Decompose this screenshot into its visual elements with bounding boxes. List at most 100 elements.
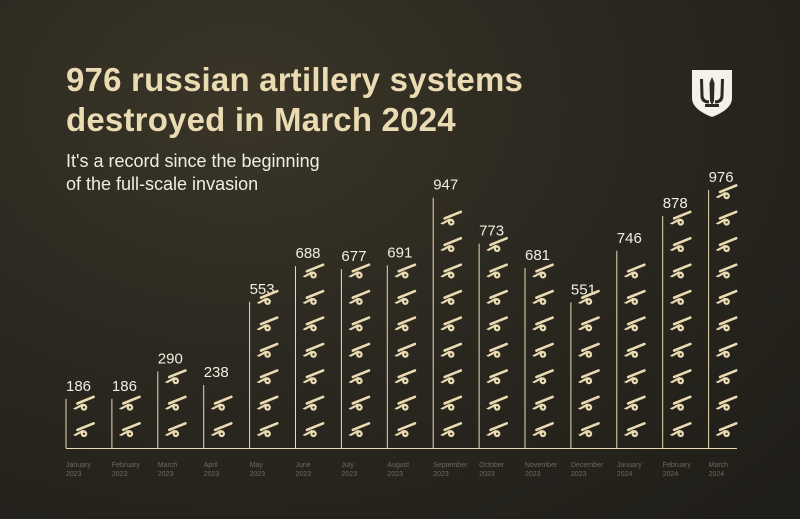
- howitzer-icon: [715, 342, 738, 358]
- howitzer-icon: [440, 421, 463, 438]
- howitzer-icon: [118, 395, 142, 411]
- howitzer-icon: [440, 236, 463, 253]
- month-tick-label: January: [617, 462, 642, 469]
- howitzer-icon: [486, 368, 509, 385]
- year-tick-label: 2023: [158, 471, 174, 478]
- howitzer-icon: [669, 342, 692, 358]
- month-tick-label: May: [250, 462, 264, 469]
- year-tick-label: 2023: [296, 471, 312, 478]
- howitzer-icon: [210, 421, 233, 438]
- howitzer-icon: [302, 368, 325, 385]
- year-tick-label: 2023: [479, 471, 495, 478]
- howitzer-icon: [669, 315, 692, 332]
- year-tick-label: 2024: [617, 471, 633, 478]
- value-label: 746: [617, 230, 642, 247]
- value-label: 878: [663, 195, 688, 212]
- value-label: 947: [433, 177, 458, 194]
- howitzer-icon: [164, 395, 188, 411]
- howitzer-icon: [302, 342, 325, 358]
- howitzer-icon: [486, 421, 509, 438]
- howitzer-icon: [302, 395, 325, 411]
- bar-group: 186 February 2023: [111, 378, 142, 478]
- howitzer-icon: [394, 395, 417, 411]
- howitzer-icon: [486, 395, 509, 411]
- howitzer-icon: [440, 210, 463, 226]
- month-tick-label: April: [204, 462, 218, 469]
- month-tick-label: February: [663, 462, 692, 469]
- howitzer-icon: [73, 395, 96, 411]
- value-label: 681: [525, 247, 550, 264]
- month-tick-label: January: [66, 462, 91, 469]
- bar-group: 677 July 2023: [340, 248, 371, 478]
- howitzer-icon: [394, 342, 417, 358]
- bar-group: 691 August 2023: [386, 244, 417, 478]
- year-tick-label: 2023: [341, 471, 357, 478]
- howitzer-icon: [715, 315, 738, 332]
- howitzer-icon: [669, 236, 692, 253]
- howitzer-icon: [669, 395, 692, 411]
- bar-group: 551 December 2023: [570, 281, 604, 478]
- howitzer-icon: [532, 395, 555, 411]
- year-tick-label: 2023: [204, 471, 220, 478]
- year-tick-label: 2023: [433, 471, 449, 478]
- howitzer-icon: [302, 289, 325, 305]
- month-tick-label: September: [433, 462, 468, 469]
- howitzer-icon: [623, 395, 647, 411]
- howitzer-icon: [577, 421, 601, 438]
- howitzer-icon: [669, 421, 692, 438]
- year-tick-label: 2024: [663, 471, 679, 478]
- howitzer-icon: [440, 289, 463, 305]
- year-tick-label: 2023: [250, 471, 266, 478]
- howitzer-icon: [348, 368, 371, 385]
- howitzer-icon: [302, 315, 325, 332]
- howitzer-icon: [348, 342, 371, 358]
- chart-subtitle: It's a record since the beginning of the…: [66, 150, 426, 196]
- month-tick-label: March: [709, 462, 729, 469]
- subtitle-line-1: It's a record since the beginning: [66, 151, 320, 171]
- howitzer-icon: [210, 395, 233, 411]
- value-label: 691: [387, 244, 412, 261]
- title-line-1: 976 russian artillery systems: [66, 61, 524, 98]
- howitzer-icon: [486, 315, 509, 332]
- bar-group: 238 April 2023: [203, 364, 233, 478]
- bar-group: 773 October 2023: [478, 223, 509, 478]
- value-label: 290: [158, 350, 183, 367]
- howitzer-icon: [669, 210, 692, 226]
- bar-group: 186 January 2023: [65, 378, 96, 478]
- howitzer-icon: [302, 263, 325, 279]
- howitzer-icon: [532, 342, 555, 358]
- year-tick-label: 2023: [66, 471, 82, 478]
- month-tick-label: June: [296, 462, 311, 469]
- howitzer-icon: [256, 315, 279, 332]
- month-tick-label: November: [525, 462, 558, 469]
- chart-title: 976 russian artillery systems destroyed …: [66, 60, 626, 140]
- howitzer-icon: [715, 289, 738, 305]
- howitzer-icon: [486, 289, 509, 305]
- howitzer-icon: [256, 368, 279, 385]
- month-tick-label: July: [341, 462, 354, 469]
- howitzer-icon: [302, 421, 325, 438]
- howitzer-icon: [394, 421, 417, 438]
- trident-shield-icon: [692, 70, 732, 117]
- bar-group: 688 June 2023: [295, 245, 325, 478]
- value-label: 238: [204, 364, 229, 381]
- howitzer-icon: [715, 183, 738, 200]
- howitzer-icon: [623, 315, 647, 332]
- howitzer-icon: [348, 315, 371, 332]
- howitzer-icon: [715, 421, 738, 438]
- value-label: 551: [571, 281, 596, 298]
- value-label: 186: [66, 378, 91, 395]
- bar-group: 290 March 2023: [157, 350, 188, 478]
- howitzer-icon: [623, 342, 647, 358]
- howitzer-icon: [164, 421, 188, 438]
- howitzer-icon: [715, 210, 738, 226]
- howitzer-icon: [348, 395, 371, 411]
- month-tick-label: March: [158, 462, 178, 469]
- subtitle-line-2: of the full-scale invasion: [66, 174, 259, 194]
- howitzer-icon: [577, 368, 601, 385]
- value-label: 186: [112, 378, 137, 395]
- howitzer-icon: [532, 421, 555, 438]
- howitzer-icon: [348, 421, 371, 438]
- howitzer-icon: [715, 395, 738, 411]
